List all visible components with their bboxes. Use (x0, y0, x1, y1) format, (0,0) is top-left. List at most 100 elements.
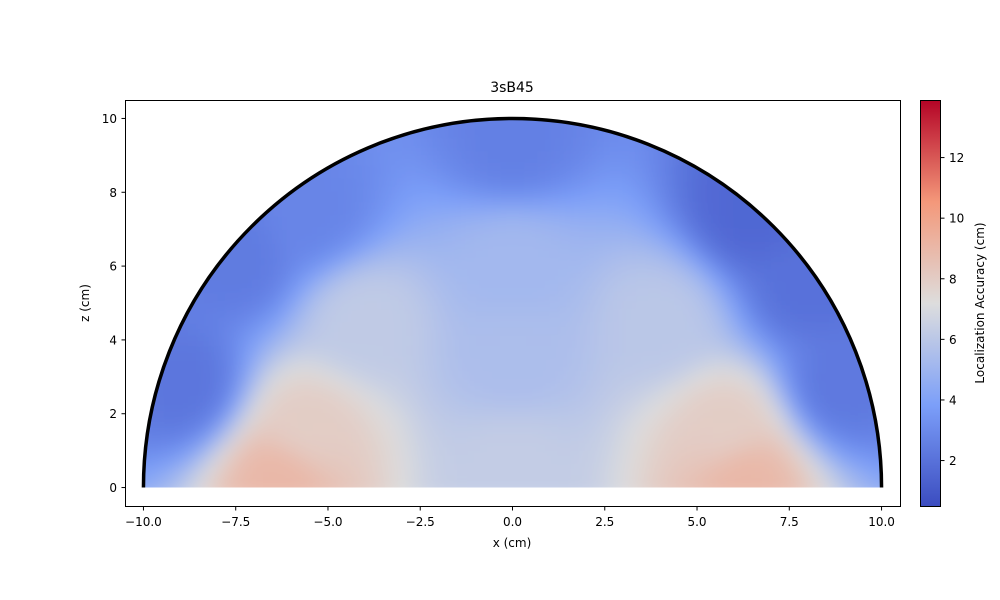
heatmap-cell (176, 397, 191, 411)
heatmap-cell (318, 410, 333, 424)
heatmap-cell (757, 371, 772, 385)
heatmap-cell (848, 242, 862, 256)
heatmap-cell (228, 448, 242, 463)
heatmap-cell (770, 345, 785, 360)
heatmap-cell (706, 229, 720, 243)
heatmap-cell (125, 333, 139, 347)
heatmap-cell (473, 345, 488, 360)
heatmap-cell (706, 371, 720, 385)
heatmap-cell (590, 164, 604, 179)
heatmap-cell (409, 267, 423, 282)
heatmap-cell (499, 255, 514, 269)
heatmap-cell (499, 229, 514, 243)
heatmap-cell (602, 358, 617, 373)
heatmap-cell (822, 190, 837, 205)
heatmap-cell (267, 435, 281, 450)
heatmap-cell (848, 255, 862, 269)
heatmap-cell (771, 87, 785, 101)
heatmap-cell (757, 118, 772, 127)
heatmap-cell (809, 177, 824, 192)
heatmap-cell (900, 449, 914, 463)
heatmap-cell (409, 384, 423, 398)
heatmap-cell (861, 164, 875, 179)
heatmap-cell (409, 410, 423, 424)
heatmap-cell (215, 474, 230, 488)
heatmap-cell (460, 306, 475, 321)
heatmap-cell (900, 307, 914, 321)
heatmap-cell (719, 203, 733, 217)
x-tick-label: 5.0 (687, 515, 706, 529)
heatmap-cell (822, 487, 837, 488)
heatmap-cell (628, 216, 643, 230)
heatmap-cell (887, 165, 901, 179)
heatmap-cell (202, 423, 217, 437)
heatmap-cell (887, 449, 901, 463)
heatmap-cell (202, 358, 217, 373)
heatmap-cell (551, 384, 565, 398)
heatmap-cell (189, 125, 204, 140)
heatmap-cell (344, 358, 359, 373)
heatmap-cell (590, 358, 604, 373)
heatmap-cell (163, 118, 178, 127)
heatmap-cell (409, 474, 423, 488)
heatmap-cell (383, 384, 397, 398)
heatmap-cell (409, 242, 423, 256)
heatmap-cell (202, 397, 217, 411)
heatmap-cell (719, 87, 733, 101)
heatmap-cell (602, 435, 617, 450)
heatmap-cell (176, 280, 191, 295)
heatmap-cell (861, 151, 875, 166)
heatmap-cell (292, 345, 307, 360)
heatmap-cell (590, 345, 604, 360)
heatmap-cell (719, 255, 733, 269)
heatmap-cell (267, 125, 281, 140)
heatmap-cell (344, 423, 359, 437)
heatmap-cell (125, 488, 139, 502)
heatmap-cell (435, 100, 449, 114)
heatmap-cell (577, 306, 591, 321)
heatmap-cell (887, 190, 901, 204)
heatmap-cell (745, 371, 759, 385)
heatmap-cell (809, 487, 824, 488)
heatmap-cell (900, 268, 914, 282)
heatmap-cell (732, 267, 746, 282)
heatmap-cell (344, 332, 359, 347)
heatmap-cell (564, 332, 578, 347)
heatmap-cell (770, 435, 785, 450)
heatmap-cell (473, 332, 488, 347)
heatmap-cell (344, 487, 359, 488)
heatmap-cell (874, 461, 882, 476)
heatmap-cell (525, 255, 540, 269)
heatmap-cell (409, 255, 423, 269)
heatmap-cell (783, 448, 798, 463)
heatmap-cell (667, 306, 682, 321)
heatmap-cell (874, 125, 882, 140)
heatmap-cell (241, 242, 255, 256)
heatmap-cell (318, 461, 333, 476)
heatmap-cell (783, 358, 798, 373)
heatmap-cell (318, 448, 333, 463)
heatmap-cell (719, 267, 733, 282)
heatmap-cell (732, 125, 746, 140)
heatmap-cell (292, 319, 307, 334)
heatmap-cell (254, 319, 268, 334)
heatmap-cell (564, 319, 578, 334)
heatmap-cell (486, 371, 501, 385)
colorbar-tick-label: 6 (949, 333, 957, 347)
heatmap-cell (150, 461, 165, 476)
heatmap-cell (203, 100, 217, 114)
heatmap-cell (331, 423, 346, 437)
heatmap-cell (254, 371, 268, 385)
heatmap-cell (125, 152, 139, 166)
heatmap-cell (267, 242, 281, 256)
heatmap-cell (499, 138, 514, 153)
heatmap-cell (602, 371, 617, 385)
heatmap-cell (422, 384, 436, 398)
heatmap-cell (861, 118, 875, 127)
heatmap-cell (732, 461, 746, 476)
heatmap-cell (422, 461, 436, 476)
heatmap-cell (809, 216, 824, 230)
heatmap-cell (628, 280, 643, 295)
heatmap-cell (667, 125, 682, 140)
heatmap-cell (835, 100, 849, 114)
